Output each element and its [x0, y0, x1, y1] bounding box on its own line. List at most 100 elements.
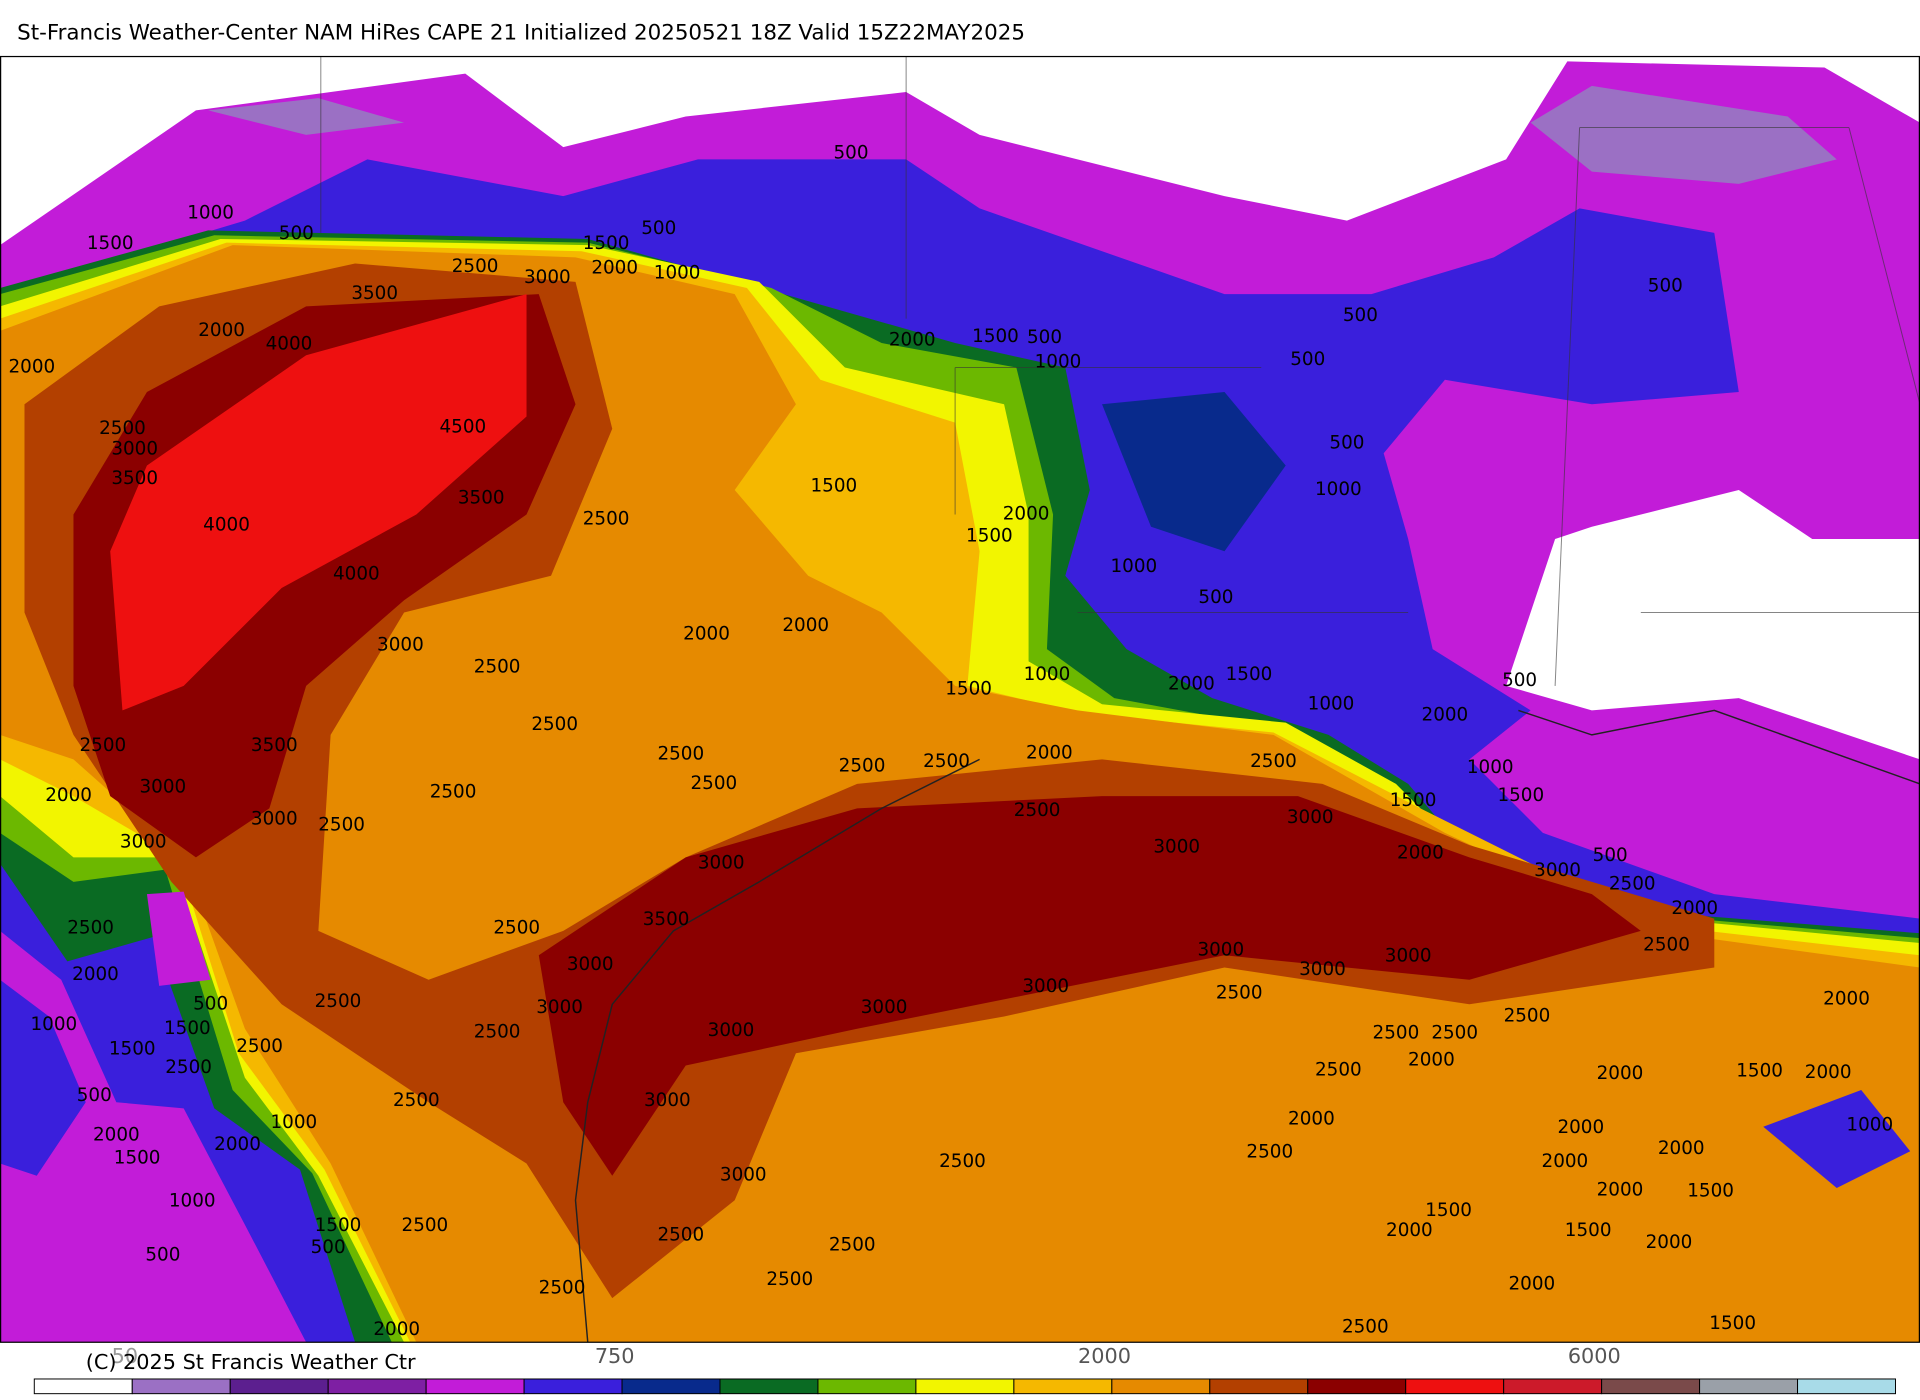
colorbar-swatch	[131, 1378, 231, 1395]
contour-label: 500	[77, 1085, 112, 1106]
contour-label: 2500	[1373, 1023, 1420, 1044]
contour-label: 3000	[120, 832, 167, 853]
contour-label: 1000	[187, 202, 234, 223]
contour-label: 3000	[1287, 807, 1334, 828]
contour-label: 4500	[439, 417, 486, 438]
contour-label: 1500	[109, 1039, 156, 1060]
contour-label: 1000	[31, 1014, 78, 1035]
contour-label: 500	[193, 993, 228, 1014]
colorbar-swatch	[33, 1378, 133, 1395]
contour-label: 2000	[1386, 1220, 1433, 1241]
cape-region	[208, 85, 1837, 184]
contour-label: 2000	[1288, 1108, 1335, 1129]
colorbar-swatch	[817, 1378, 917, 1395]
contour-label: 2500	[165, 1057, 212, 1078]
contour-label: 2500	[657, 743, 704, 764]
contour-label: 2500	[315, 991, 362, 1012]
colorbar-swatch	[425, 1378, 525, 1395]
contour-label: 1000	[1467, 757, 1514, 778]
contour-label: 2500	[474, 1021, 521, 1042]
colorbar-swatch	[1797, 1378, 1896, 1395]
contour-label: 2000	[591, 257, 638, 278]
contour-label: 1500	[811, 475, 858, 496]
contour-label: 2500	[1216, 982, 1263, 1003]
cape-region	[0, 891, 307, 1343]
contour-label: 2500	[452, 256, 499, 277]
contour-label: 1500	[1687, 1181, 1734, 1202]
contour-label: 3000	[251, 808, 298, 829]
contour-label: 3000	[536, 997, 583, 1018]
contour-label: 1000	[271, 1112, 318, 1133]
contour-label: 1000	[169, 1190, 216, 1211]
contour-label: 500	[1027, 327, 1062, 348]
contour-label: 2500	[1643, 935, 1690, 956]
contour-label: 2500	[67, 917, 114, 938]
contour-label: 2000	[1646, 1232, 1693, 1253]
contour-label: 2000	[1003, 503, 1050, 524]
contour-label: 2500	[539, 1277, 586, 1298]
colorbar-label: 750	[595, 1344, 635, 1368]
map-frame	[0, 55, 1920, 1343]
contour-label: 4000	[333, 563, 380, 584]
contour-label: 1000	[1315, 479, 1362, 500]
contour-label: 500	[1648, 276, 1683, 297]
contour-label: 3000	[1534, 860, 1581, 881]
contour-label: 2000	[1597, 1063, 1644, 1084]
colorbar-swatch	[1699, 1378, 1799, 1395]
contour-label: 2000	[93, 1124, 140, 1145]
colorbar-swatch	[1503, 1378, 1603, 1395]
contour-label: 3500	[251, 735, 298, 756]
contour-label: 2500	[1315, 1059, 1362, 1080]
colorbar-swatch	[1013, 1378, 1113, 1395]
contour-label: 500	[279, 223, 314, 244]
contour-label: 2000	[1508, 1274, 1555, 1295]
contour-label: 2000	[1422, 704, 1469, 725]
contour-label: 4000	[266, 333, 313, 354]
contour-label: 3000	[139, 777, 186, 798]
contour-label: 1500	[1226, 664, 1273, 685]
colorbar-swatch	[1307, 1378, 1407, 1395]
contour-label: 1500	[87, 233, 134, 254]
contour-label: 2000	[214, 1134, 261, 1155]
contour-label: 2500	[236, 1036, 283, 1057]
contour-label: 500	[833, 142, 868, 163]
contour-label: 2500	[1246, 1141, 1293, 1162]
contour-label: 1000	[1024, 664, 1071, 685]
contour-label: 2500	[1014, 800, 1061, 821]
contour-label: 2000	[198, 320, 245, 341]
cape-region	[110, 294, 527, 711]
contour-label: 500	[1329, 432, 1364, 453]
contour-label: 3000	[1197, 939, 1244, 960]
contour-label: 3000	[1385, 946, 1432, 967]
contour-label: 1500	[315, 1215, 362, 1236]
contour-label: 2500	[691, 773, 738, 794]
contour-label: 2500	[99, 418, 146, 439]
contour-label: 3000	[698, 852, 745, 873]
contour-label: 2000	[1557, 1117, 1604, 1138]
contour-label: 1500	[1497, 785, 1544, 806]
contour-label: 1000	[1846, 1115, 1893, 1136]
copyright: (C) 2025 St Francis Weather Ctr	[86, 1350, 416, 1374]
colorbar-swatch	[523, 1378, 623, 1395]
colorbar-label: 6000	[1568, 1344, 1621, 1368]
contour-label: 3000	[720, 1165, 767, 1186]
contour-label: 1500	[583, 233, 630, 254]
contour-label: 1000	[1308, 693, 1355, 714]
contour-label: 2000	[8, 357, 55, 378]
colorbar-swatch	[1601, 1378, 1701, 1395]
contour-label: 1500	[1709, 1313, 1756, 1334]
contour-label: 4000	[203, 515, 250, 536]
colorbar-swatch	[621, 1378, 721, 1395]
contour-label: 2500	[318, 815, 365, 836]
contour-label: 2000	[45, 785, 92, 806]
contour-label: 2500	[1609, 873, 1656, 894]
contour-label: 3000	[1022, 976, 1069, 997]
colorbar-swatch	[915, 1378, 1015, 1395]
contour-label: 500	[311, 1237, 346, 1258]
contour-label: 2000	[1671, 898, 1718, 919]
contour-label: 3000	[1153, 837, 1200, 858]
contour-label: 3000	[524, 267, 571, 288]
colorbar-label: 2000	[1078, 1344, 1131, 1368]
contour-label: 1500	[1390, 790, 1437, 811]
contour-label: 3000	[861, 997, 908, 1018]
